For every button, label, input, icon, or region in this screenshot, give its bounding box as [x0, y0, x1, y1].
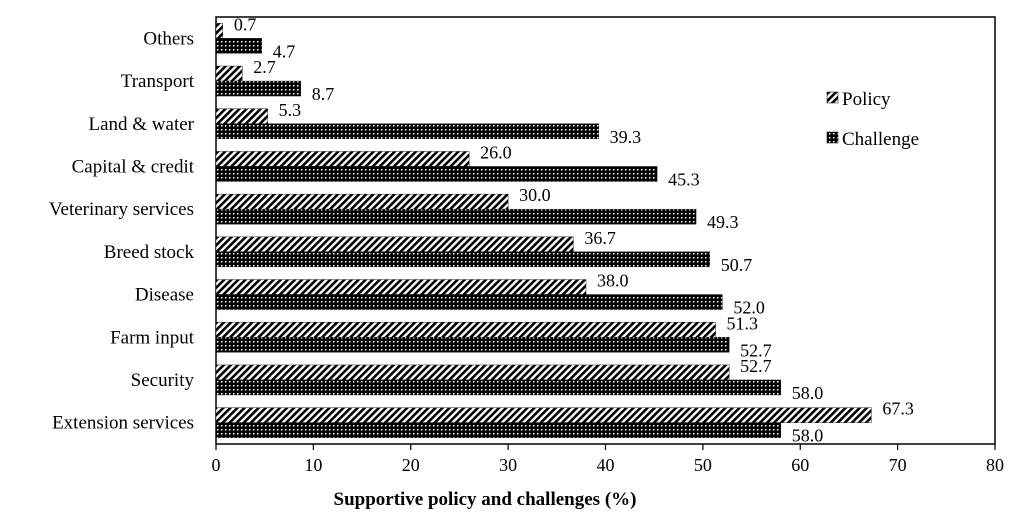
- data-label-challenge-others: 4.7: [273, 41, 296, 61]
- bar-challenge-land-and-water: [215, 123, 599, 139]
- category-label-veterinary-services: Veterinary services: [49, 199, 194, 220]
- data-label-challenge-breed-stock: 50.7: [721, 255, 753, 275]
- bar-challenge-transport: [215, 80, 301, 97]
- bar-policy-disease: [215, 279, 587, 295]
- bar-challenge-extension-services: [215, 422, 781, 438]
- x-tick-label-70: 70: [889, 455, 907, 475]
- category-label-extension-services: Extension services: [52, 413, 194, 434]
- category-label-land-and-water: Land & water: [88, 114, 194, 135]
- data-label-policy-capital-and-credit: 26.0: [480, 142, 512, 162]
- bars-group: 0.7 4.72.7 8.7 5.3 39.3 26.0 45.3 30.0 49.3 36.7 5…: [215, 14, 914, 446]
- data-label-challenge-capital-and-credit: 45.3: [668, 169, 700, 189]
- x-tick-label-80: 80: [986, 455, 1004, 475]
- bar-policy-breed-stock: [215, 236, 574, 253]
- legend-label-challenge: Challenge: [842, 129, 919, 150]
- x-axis-ticks: 0 10 20 30 40 50 60 70 80: [212, 444, 1004, 475]
- x-tick-label-20: 20: [402, 455, 420, 475]
- data-label-policy-transport: 2.7: [253, 57, 276, 77]
- category-label-breed-stock: Breed stock: [104, 242, 195, 263]
- legend-label-policy: Policy: [842, 89, 891, 110]
- data-label-challenge-extension-services: 58.0: [792, 426, 824, 446]
- category-label-transport: Transport: [121, 71, 195, 92]
- bar-challenge-others: [215, 38, 262, 54]
- legend-item-policy: Policy: [826, 89, 891, 110]
- category-label-farm-input: Farm input: [110, 327, 195, 348]
- data-label-policy-others: 0.7: [234, 14, 257, 34]
- x-tick-label-10: 10: [304, 455, 322, 475]
- category-label-capital-and-credit: Capital & credit: [72, 156, 195, 177]
- bar-policy-extension-services: [215, 407, 872, 423]
- data-label-challenge-farm-input: 52.7: [740, 340, 772, 360]
- bar-policy-security: [215, 364, 730, 381]
- x-tick-label-50: 50: [694, 455, 712, 475]
- x-tick-label-40: 40: [597, 455, 615, 475]
- bar-policy-others: [215, 23, 224, 39]
- bar-challenge-veterinary-services: [215, 208, 697, 225]
- data-label-challenge-disease: 52.0: [733, 298, 765, 318]
- bar-policy-veterinary-services: [215, 193, 509, 210]
- data-label-policy-breed-stock: 36.7: [584, 228, 616, 248]
- data-label-challenge-transport: 8.7: [312, 84, 335, 104]
- data-label-challenge-land-and-water: 39.3: [610, 127, 642, 147]
- legend-item-challenge: Challenge: [826, 129, 919, 150]
- data-label-policy-veterinary-services: 30.0: [519, 185, 551, 205]
- data-label-challenge-security: 58.0: [792, 383, 824, 403]
- category-label-others: Others: [143, 28, 194, 49]
- bar-challenge-security: [215, 379, 781, 396]
- category-label-security: Security: [131, 370, 195, 391]
- x-tick-label-0: 0: [212, 455, 221, 475]
- data-label-policy-extension-services: 67.3: [882, 399, 914, 419]
- data-label-challenge-veterinary-services: 49.3: [707, 212, 739, 232]
- bar-challenge-breed-stock: [215, 251, 710, 268]
- bar-challenge-capital-and-credit: [215, 166, 658, 182]
- legend: Policy Challenge: [826, 89, 919, 150]
- data-label-policy-land-and-water: 5.3: [279, 100, 302, 120]
- legend-swatch-challenge: [826, 131, 839, 144]
- bar-policy-capital-and-credit: [215, 151, 470, 167]
- x-tick-label-30: 30: [499, 455, 517, 475]
- x-axis-title: Supportive policy and challenges (%): [334, 489, 637, 510]
- bar-policy-land-and-water: [215, 108, 268, 124]
- data-label-policy-security: 52.7: [740, 356, 772, 376]
- data-label-policy-disease: 38.0: [597, 271, 629, 291]
- category-label-disease: Disease: [135, 285, 194, 306]
- bar-policy-transport: [215, 65, 243, 82]
- bar-challenge-farm-input: [215, 337, 730, 353]
- bar-challenge-disease: [215, 294, 723, 310]
- category-labels: Others Transport Land & water Capital & cre…: [49, 28, 195, 433]
- x-tick-label-60: 60: [791, 455, 809, 475]
- data-label-policy-farm-input: 51.3: [727, 313, 759, 333]
- bar-policy-farm-input: [215, 322, 716, 338]
- legend-swatch-policy: [826, 91, 839, 104]
